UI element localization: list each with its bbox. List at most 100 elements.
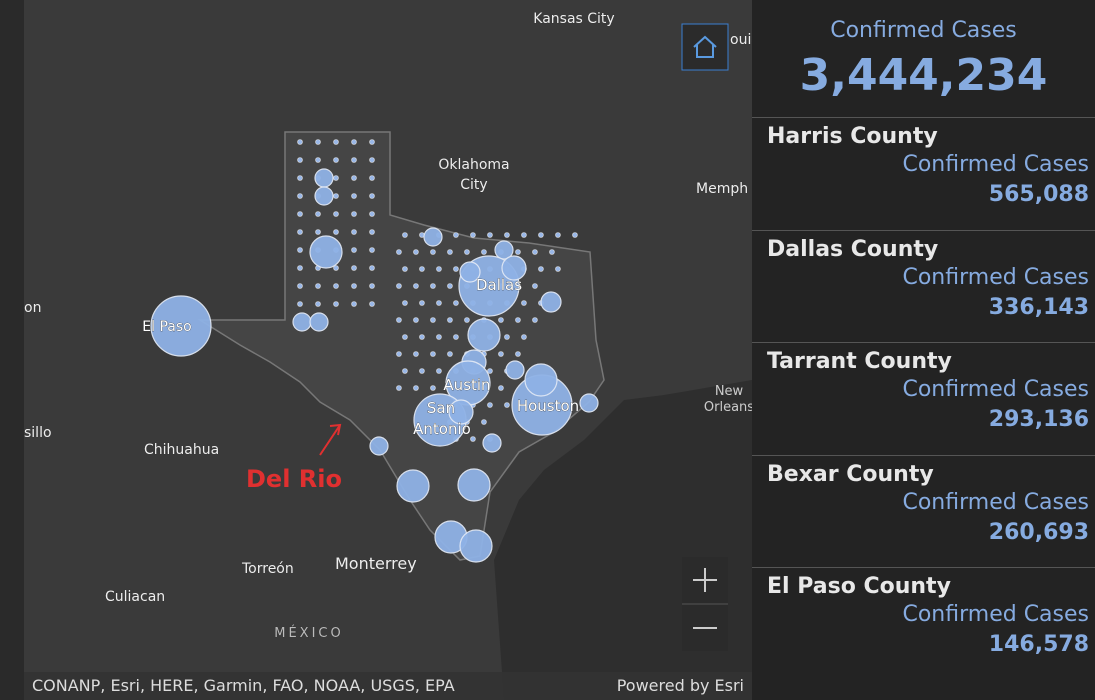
county-label: Confirmed Cases	[902, 152, 1089, 177]
home-icon	[693, 35, 717, 58]
county-dot	[333, 301, 339, 307]
map-label: Oklahoma	[438, 157, 509, 173]
county-dot	[487, 232, 493, 238]
county-dot	[369, 157, 375, 163]
case-bubble	[448, 399, 474, 425]
county-dot	[447, 351, 453, 357]
county-dot	[504, 334, 510, 340]
county-dot	[297, 193, 303, 199]
county-dot	[351, 157, 357, 163]
county-dot	[538, 232, 544, 238]
county-dot	[369, 247, 375, 253]
county-dot	[369, 175, 375, 181]
county-dot	[430, 351, 436, 357]
county-value: 565,088	[988, 182, 1089, 207]
county-dot	[297, 283, 303, 289]
county-dot	[487, 402, 493, 408]
map-label: on	[24, 300, 41, 316]
case-bubble	[309, 235, 343, 269]
map[interactable]: Kansas City Oklahoma City Memph ouis on sillo C…	[24, 0, 752, 700]
county-dot	[453, 266, 459, 272]
county-dot	[436, 368, 442, 374]
county-dot	[333, 211, 339, 217]
county-label: Confirmed Cases	[902, 602, 1089, 627]
county-dot	[315, 301, 321, 307]
annotation-arrow	[319, 424, 341, 456]
county-dot	[369, 283, 375, 289]
county-dot	[436, 300, 442, 306]
county-dot	[315, 139, 321, 145]
map-label: Dallas	[476, 276, 522, 294]
county-dot	[447, 317, 453, 323]
map-label: Monterrey	[335, 554, 417, 573]
county-dot	[515, 351, 521, 357]
county-dot	[369, 211, 375, 217]
county-label: Confirmed Cases	[902, 264, 1089, 290]
county-dot	[297, 301, 303, 307]
county-dot	[481, 419, 487, 425]
case-bubble	[540, 291, 562, 313]
case-bubble	[292, 312, 312, 332]
texas-outline	[197, 131, 605, 561]
county-dot	[470, 436, 476, 442]
map-label: Kansas City	[533, 11, 614, 27]
county-row[interactable]: Tarrant County Confirmed Cases 293,136	[752, 342, 1095, 455]
map-label: El Paso	[142, 319, 191, 335]
county-dot	[369, 265, 375, 271]
county-dot	[369, 229, 375, 235]
side-strip	[0, 0, 24, 700]
county-dot	[402, 334, 408, 340]
county-name: Dallas County	[767, 236, 939, 262]
county-dot	[436, 334, 442, 340]
map-label: sillo	[24, 425, 52, 441]
county-dot	[297, 157, 303, 163]
county-dot	[413, 385, 419, 391]
county-dot	[464, 317, 470, 323]
case-bubble	[314, 186, 334, 206]
county-dot	[315, 229, 321, 235]
county-dot	[521, 232, 527, 238]
county-dot	[532, 283, 538, 289]
county-row[interactable]: Dallas County Confirmed Cases 336,143	[752, 229, 1095, 343]
case-bubble	[524, 363, 558, 397]
map-label: San	[427, 399, 455, 417]
county-dot	[436, 266, 442, 272]
county-dot	[351, 283, 357, 289]
attribution-bar	[24, 672, 752, 700]
county-dot	[419, 334, 425, 340]
case-bubble	[459, 261, 481, 283]
county-dot	[297, 247, 303, 253]
county-dot	[351, 247, 357, 253]
county-dot	[413, 317, 419, 323]
county-dot	[447, 249, 453, 255]
county-dot	[402, 368, 408, 374]
county-dot	[419, 368, 425, 374]
county-dot	[532, 317, 538, 323]
case-bubble	[457, 468, 491, 502]
powered-by[interactable]: Powered by Esri	[617, 676, 744, 695]
county-dot	[351, 193, 357, 199]
county-dot	[498, 385, 504, 391]
county-dot	[396, 283, 402, 289]
county-name: Tarrant County	[767, 349, 952, 374]
case-bubble	[579, 393, 599, 413]
case-bubble	[459, 529, 493, 563]
county-dot	[453, 232, 459, 238]
county-dot	[453, 334, 459, 340]
county-dot	[369, 139, 375, 145]
county-row[interactable]: Bexar County Confirmed Cases 260,693	[752, 454, 1095, 568]
home-button[interactable]	[681, 23, 729, 71]
county-dot	[333, 265, 339, 271]
county-row[interactable]: Harris County Confirmed Cases 565,088	[752, 117, 1095, 230]
map-label: Memph	[696, 181, 748, 197]
county-dot	[487, 368, 493, 374]
zoom-in[interactable]	[693, 568, 717, 592]
case-bubble	[501, 255, 527, 281]
county-dot	[333, 283, 339, 289]
county-dot	[297, 175, 303, 181]
side-panel: Confirmed Cases 3,444,234 Harris County C…	[752, 0, 1095, 700]
county-dot	[413, 283, 419, 289]
county-dot	[447, 283, 453, 289]
county-row[interactable]: El Paso County Confirmed Cases 146,578	[752, 567, 1095, 680]
county-dot	[532, 249, 538, 255]
